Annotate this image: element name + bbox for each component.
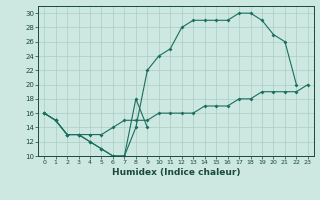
X-axis label: Humidex (Indice chaleur): Humidex (Indice chaleur) (112, 168, 240, 177)
